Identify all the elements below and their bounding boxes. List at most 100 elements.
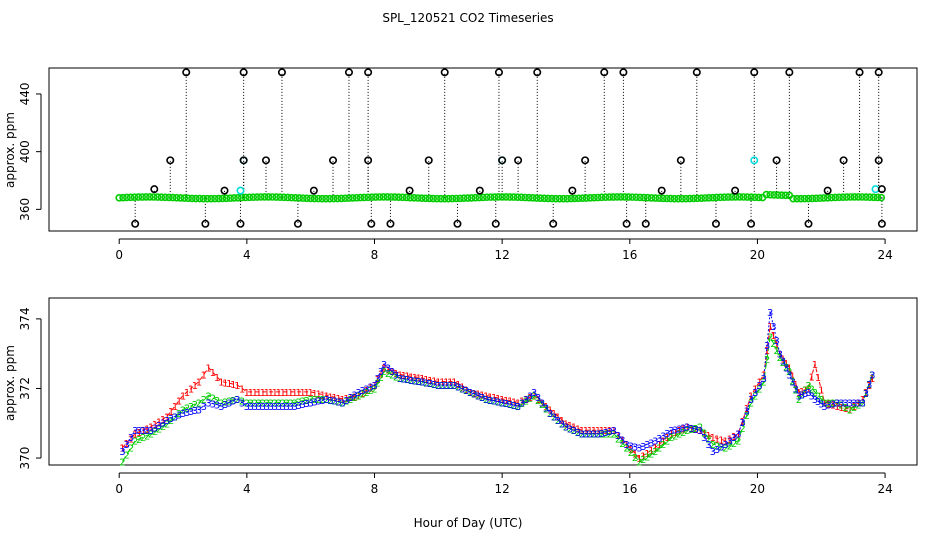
bottom-point-3: 3 [821, 402, 827, 413]
top-point-high-spike [750, 68, 759, 77]
bottom-point-1: 1 [268, 388, 274, 399]
top-baseline-point [636, 193, 644, 202]
top-baseline-point [839, 193, 847, 201]
top-point-mid-spike [581, 156, 590, 165]
bottom-point-3: 3 [459, 384, 465, 395]
bottom-point-1: 1 [866, 381, 872, 392]
bottom-point-2: 2 [300, 397, 306, 408]
bottom-point-2: 2 [168, 416, 174, 427]
bottom-point-1: 1 [701, 429, 707, 440]
top-baseline-point [123, 193, 131, 202]
bottom-point-2: 2 [688, 425, 694, 436]
top-marks [115, 68, 886, 228]
bottom-point-2: 2 [628, 448, 634, 459]
bottom-point-2: 2 [680, 428, 686, 439]
bottom-point-1: 1 [611, 426, 617, 437]
top-y-tick-label: 440 [18, 83, 32, 106]
bottom-point-3: 3 [288, 402, 294, 413]
top-baseline-point [739, 193, 748, 201]
bottom-point-2: 2 [519, 399, 525, 410]
bottom-point-2: 2 [838, 401, 844, 412]
top-baseline-point [257, 193, 265, 201]
bottom-point-3: 3 [371, 381, 377, 392]
bottom-point-1: 1 [435, 378, 441, 389]
bottom-point-2: 2 [435, 381, 441, 392]
bottom-point-1: 1 [339, 395, 345, 406]
top-point-low-spike [386, 219, 395, 228]
bottom-point-3: 3 [815, 397, 821, 408]
bottom-point-2: 2 [684, 426, 690, 437]
bottom-point-1: 1 [331, 393, 337, 404]
bottom-point-3: 3 [843, 398, 849, 409]
bottom-point-3: 3 [188, 407, 194, 418]
bottom-point-2: 2 [315, 395, 321, 406]
bottom-point-1: 1 [367, 384, 373, 395]
bottom-point-1: 1 [756, 378, 762, 389]
bottom-point-3: 3 [507, 400, 513, 411]
bottom-point-1: 1 [439, 378, 445, 389]
bottom-point-3: 3 [615, 431, 621, 442]
bottom-point-3: 3 [412, 376, 418, 387]
top-baseline-point [299, 194, 307, 202]
bottom-point-3: 3 [128, 433, 134, 444]
top-baseline-point [218, 194, 227, 203]
bottom-point-2: 2 [672, 431, 678, 442]
bottom-point-3: 3 [483, 395, 489, 406]
top-baseline-point [716, 193, 725, 202]
bottom-x-tick-label: 12 [495, 482, 510, 496]
bottom-point-2: 2 [491, 397, 497, 408]
top-baseline-point [781, 191, 790, 200]
top-baseline-point [835, 193, 843, 202]
top-point-low-spike [641, 219, 650, 228]
top-baseline-point [502, 193, 510, 201]
top-baseline-point [195, 194, 204, 203]
bottom-point-3: 3 [693, 425, 699, 436]
bottom-point-2: 2 [443, 381, 449, 392]
bottom-point-1: 1 [132, 430, 138, 441]
bottom-point-3: 3 [359, 386, 365, 397]
top-baseline-point [326, 194, 334, 203]
bottom-point-3: 3 [487, 396, 493, 407]
bottom-point-3: 3 [260, 402, 266, 413]
top-point-mid-spike [166, 156, 175, 165]
bottom-point-1: 1 [375, 375, 381, 386]
bottom-point-1: 1 [705, 431, 711, 442]
bottom-point-2: 2 [136, 435, 142, 446]
bottom-point-1: 1 [511, 398, 517, 409]
top-baseline-point [498, 193, 506, 201]
top-point-high-spike [364, 68, 373, 77]
top-x-tick-label: 24 [877, 248, 892, 262]
bottom-point-3: 3 [423, 378, 429, 389]
top-baseline-point [571, 194, 579, 203]
bottom-point-2: 2 [140, 433, 146, 444]
bottom-point-1: 1 [805, 384, 811, 395]
bottom-point-2: 2 [323, 395, 329, 406]
bottom-point-3: 3 [248, 402, 254, 413]
bottom-point-3: 3 [451, 381, 457, 392]
top-baseline-point [364, 193, 372, 202]
bottom-point-1: 1 [272, 388, 278, 399]
top-baseline-point [433, 194, 441, 203]
bottom-point-1: 1 [789, 372, 795, 383]
bottom-point-2: 2 [869, 371, 875, 382]
bottom-point-3: 3 [443, 381, 449, 392]
bottom-point-3: 3 [136, 426, 142, 437]
bottom-point-3: 3 [339, 398, 345, 409]
bottom-point-3: 3 [239, 398, 245, 409]
bottom-point-1: 1 [315, 390, 321, 401]
bottom-point-2: 2 [276, 398, 282, 409]
bottom-point-3: 3 [705, 440, 711, 451]
top-point-low-spike [201, 219, 210, 228]
bottom-point-2: 2 [834, 398, 840, 409]
bottom-point-3: 3 [773, 336, 779, 347]
bottom-point-3: 3 [628, 441, 634, 452]
bottom-point-3: 3 [640, 442, 646, 453]
bottom-point-1: 1 [248, 388, 254, 399]
bottom-point-1: 1 [815, 373, 821, 384]
bottom-point-3: 3 [307, 398, 313, 409]
top-baseline-point [222, 194, 231, 203]
bottom-point-1: 1 [201, 371, 207, 382]
bottom-point-2: 2 [523, 397, 529, 408]
bottom-point-3: 3 [479, 393, 485, 404]
